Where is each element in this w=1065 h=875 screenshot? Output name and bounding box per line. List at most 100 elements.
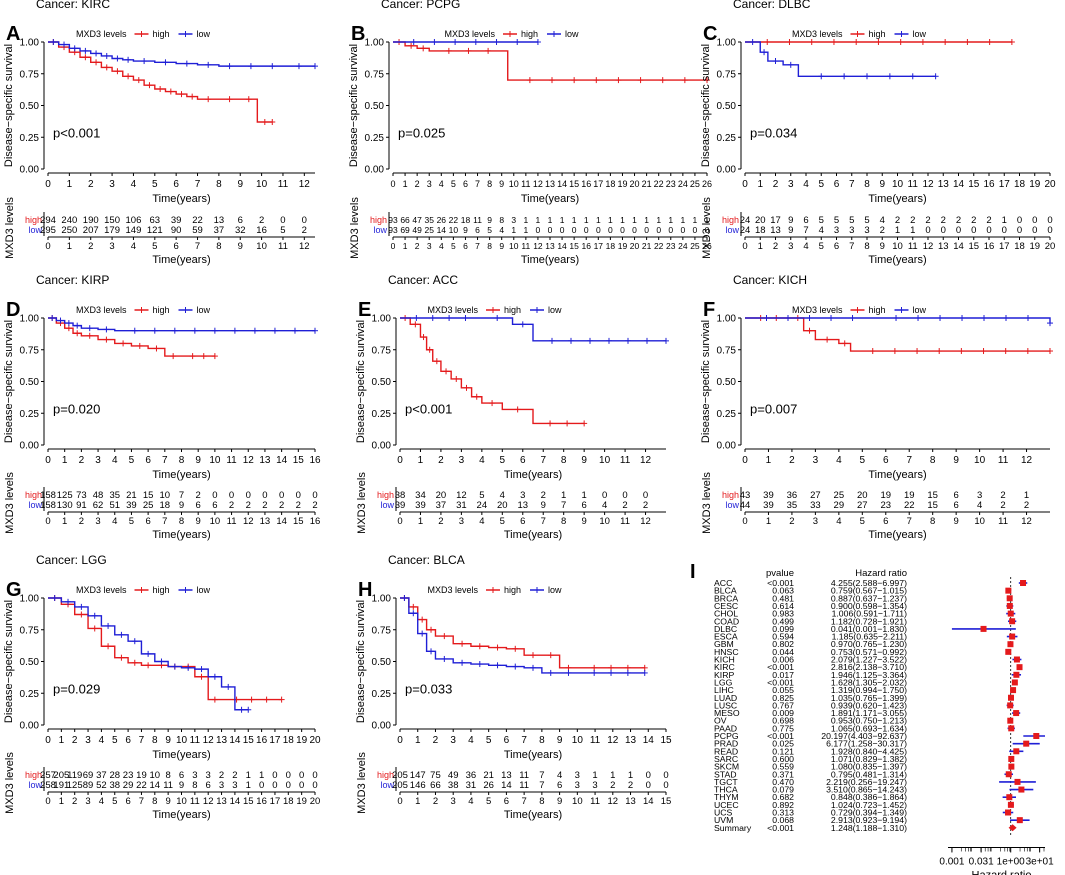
row-name: UCS <box>714 808 733 818</box>
risk-count-low: 0 <box>620 225 625 235</box>
row-hazard-ratio: 2.816(2.138−3.710) <box>831 662 907 672</box>
y-tick-label: 1.00 <box>372 314 392 325</box>
row-name: PAAD <box>714 723 737 733</box>
x-tick-label: 8 <box>561 455 567 466</box>
risk-x-tick-label: 3 <box>95 516 100 527</box>
row-name: CESC <box>714 601 738 611</box>
risk-count-high: 125 <box>57 490 73 501</box>
risk-count-high: 6 <box>238 215 243 226</box>
risk-count-low: 11 <box>163 780 173 791</box>
risk-count-high: 3 <box>511 215 516 225</box>
risk-count-high: 240 <box>61 215 77 226</box>
row-pvalue: <0.001 <box>767 578 794 588</box>
hr-point <box>1005 587 1012 594</box>
risk-count-low: 25 <box>143 500 154 511</box>
y-tick-label: 1.00 <box>20 314 40 325</box>
y-tick-label: 0.00 <box>372 441 392 452</box>
row-pvalue: 0.892 <box>772 800 794 810</box>
survival-curve-high <box>48 597 282 701</box>
risk-x-tick-label: 17 <box>999 241 1010 252</box>
risk-count-high: 0 <box>646 770 651 781</box>
risk-count-high: 0 <box>272 770 277 781</box>
hr-point <box>1020 580 1027 586</box>
risk-x-tick-label: 9 <box>196 516 201 527</box>
risk-count-low: 0 <box>644 225 649 235</box>
risk-count-low: 62 <box>93 500 104 511</box>
risk-count-low: 121 <box>147 225 163 236</box>
survival-curve-low <box>48 41 315 67</box>
risk-count-high: 2 <box>956 215 961 226</box>
risk-x-tick-label: 9 <box>499 241 504 251</box>
risk-x-tick-label: 0 <box>45 796 50 807</box>
risk-count-high: 19 <box>880 490 891 501</box>
risk-count-low: 2 <box>312 500 317 511</box>
y-tick-label: 0.25 <box>717 409 737 420</box>
y-tick-label: 0.00 <box>20 441 40 452</box>
risk-count-high: 6 <box>179 770 184 781</box>
risk-count-high: 15 <box>927 490 938 501</box>
legend-label-low: low <box>565 29 579 39</box>
risk-count-high: 9 <box>487 215 492 225</box>
p-value: p=0.029 <box>53 681 100 696</box>
risk-y-axis-label: MXD3 levels <box>4 472 16 534</box>
x-tick-label: 3 <box>459 455 465 466</box>
risk-count-low: 0 <box>632 225 637 235</box>
risk-x-tick-label: 23 <box>666 241 676 251</box>
risk-x-tick-label: 11 <box>190 796 200 807</box>
x-tick-label: 11 <box>226 455 237 466</box>
x-tick-label: 11 <box>590 735 601 746</box>
hr-point <box>1007 702 1014 709</box>
risk-label-low: low <box>725 225 739 235</box>
risk-x-tick-label: 0 <box>397 516 402 527</box>
risk-count-low: 0 <box>572 225 577 235</box>
y-axis-label: Disease−specific survival <box>355 320 367 443</box>
row-hazard-ratio: 0.753(0.571−0.992) <box>831 647 907 657</box>
risk-x-tick-label: 13 <box>938 241 949 252</box>
risk-count-high: 9 <box>788 215 793 226</box>
risk-x-tick-label: 2 <box>438 516 443 527</box>
row-pvalue: 0.006 <box>772 655 794 665</box>
row-pvalue: 0.017 <box>772 670 794 680</box>
x-tick-label: 15 <box>293 455 305 466</box>
p-value: p=0.007 <box>750 401 797 416</box>
risk-x-tick-label: 8 <box>561 516 566 527</box>
risk-count-low: 11 <box>519 780 529 791</box>
risk-count-low: 3 <box>219 780 224 791</box>
risk-count-low: 49 <box>412 225 422 235</box>
risk-count-high: 7 <box>539 770 544 781</box>
hr-point <box>1013 671 1020 678</box>
risk-count-high: 0 <box>246 490 251 501</box>
risk-count-low: 13 <box>770 225 781 236</box>
x-axis-label: Time(years) <box>152 749 210 761</box>
survival-curve-low <box>400 317 666 342</box>
x-tick-label: 9 <box>581 455 587 466</box>
risk-count-low: 179 <box>104 225 120 236</box>
risk-count-high: 13 <box>214 215 225 226</box>
x-tick-label: 2 <box>433 735 439 746</box>
row-pvalue: 0.044 <box>772 647 794 657</box>
y-tick-label: 0.00 <box>20 165 40 176</box>
risk-x-tick-label: 12 <box>608 796 619 807</box>
risk-x-tick-label: 9 <box>557 796 562 807</box>
risk-x-tick-label: 6 <box>883 516 888 527</box>
risk-count-low: 7 <box>803 225 808 236</box>
risk-count-low: 44 <box>740 500 751 511</box>
p-value: p=0.020 <box>53 401 100 416</box>
risk-count-high: 23 <box>123 770 134 781</box>
legend-title: MXD3 levels <box>427 305 478 315</box>
risk-x-tick-label: 5 <box>819 241 824 252</box>
risk-count-high: 1 <box>705 215 710 225</box>
x-tick-label: 12 <box>203 735 215 746</box>
x-tick-label: 0 <box>45 455 51 466</box>
x-tick-label: 3 <box>450 735 456 746</box>
risk-x-tick-label: 12 <box>299 241 310 252</box>
risk-count-low: 37 <box>214 225 225 236</box>
row-hazard-ratio: 6.177(1.258−30.317) <box>826 739 907 749</box>
risk-count-low: 4 <box>499 225 504 235</box>
risk-count-high: 8 <box>166 770 171 781</box>
risk-x-tick-label: 4 <box>99 796 104 807</box>
risk-count-high: 2 <box>219 770 224 781</box>
legend-label-low: low <box>197 29 211 39</box>
hr-point <box>1007 801 1014 808</box>
